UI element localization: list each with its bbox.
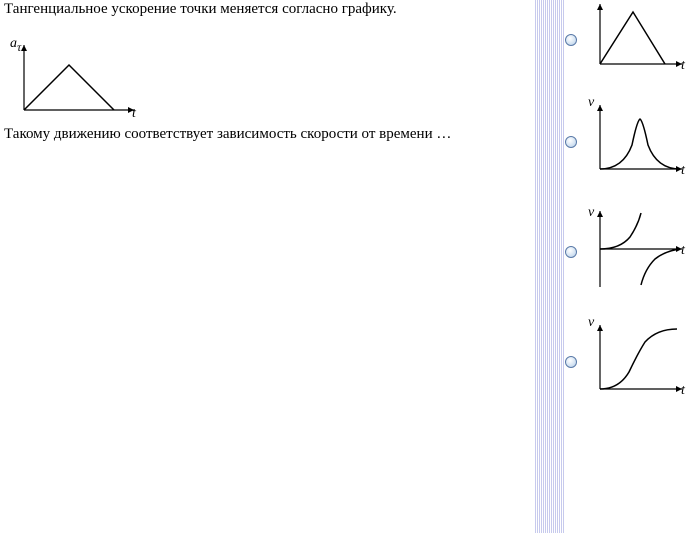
answer-graph-3: v t xyxy=(585,207,690,297)
a4-y-label: v xyxy=(588,315,594,331)
question-text-2: Такому движению соответствует зависимост… xyxy=(4,125,530,145)
answer-option: v t xyxy=(565,317,693,407)
radio-opt2[interactable] xyxy=(565,136,577,148)
answer-graph-1: t xyxy=(585,2,690,77)
a3-x-label: t xyxy=(681,243,685,259)
q-y-label: aτ xyxy=(10,36,21,54)
answer-graph-4: v t xyxy=(585,317,690,407)
decor-strip xyxy=(535,0,565,533)
answer-option: t xyxy=(565,2,693,77)
a2-y-label: v xyxy=(588,95,594,111)
answers-column: t v t v xyxy=(565,0,693,427)
a2-x-label: t xyxy=(681,163,685,179)
radio-opt4[interactable] xyxy=(565,356,577,368)
answer-option: v t xyxy=(565,97,693,187)
radio-opt1[interactable] xyxy=(565,34,577,46)
a1-x-label: t xyxy=(681,58,685,74)
question-graph: aτ t xyxy=(4,20,154,125)
a3-y-label: v xyxy=(588,205,594,221)
q-x-label: t xyxy=(132,106,136,122)
question-text-1: Тангенциальное ускорение точки меняется … xyxy=(4,0,530,20)
a4-x-label: t xyxy=(681,383,685,399)
radio-opt3[interactable] xyxy=(565,246,577,258)
answer-option: v t xyxy=(565,207,693,297)
answer-graph-2: v t xyxy=(585,97,690,187)
question-column: Тангенциальное ускорение точки меняется … xyxy=(0,0,530,144)
